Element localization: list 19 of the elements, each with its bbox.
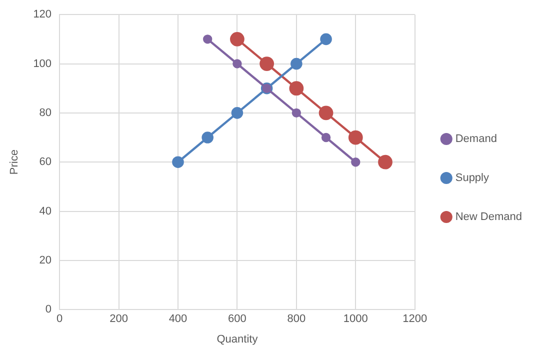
legend-label: Supply — [455, 172, 490, 184]
y-tick-label: 0 — [45, 304, 52, 316]
x-tick-label: 600 — [228, 313, 246, 326]
y-tick-label: 60 — [39, 156, 52, 168]
x-tick-label: 200 — [110, 313, 128, 326]
x-tick-label: 1200 — [402, 313, 428, 326]
y-tick-label: 40 — [39, 205, 52, 218]
y-tick-label: 120 — [33, 8, 52, 21]
legend-label: New Demand — [455, 211, 522, 224]
x-tick-label: 800 — [287, 313, 306, 326]
x-tick-label: 400 — [168, 313, 188, 326]
legend-label: Demand — [455, 133, 497, 146]
x-tick-label: 0 — [56, 313, 63, 326]
y-tick-label: 100 — [33, 58, 52, 70]
x-tick-label: 1000 — [343, 313, 368, 326]
y-axis-title: Price — [8, 150, 21, 175]
y-tick-label: 80 — [39, 106, 52, 119]
x-axis-title: Quantity — [216, 333, 258, 346]
y-tick-label: 20 — [39, 254, 52, 266]
